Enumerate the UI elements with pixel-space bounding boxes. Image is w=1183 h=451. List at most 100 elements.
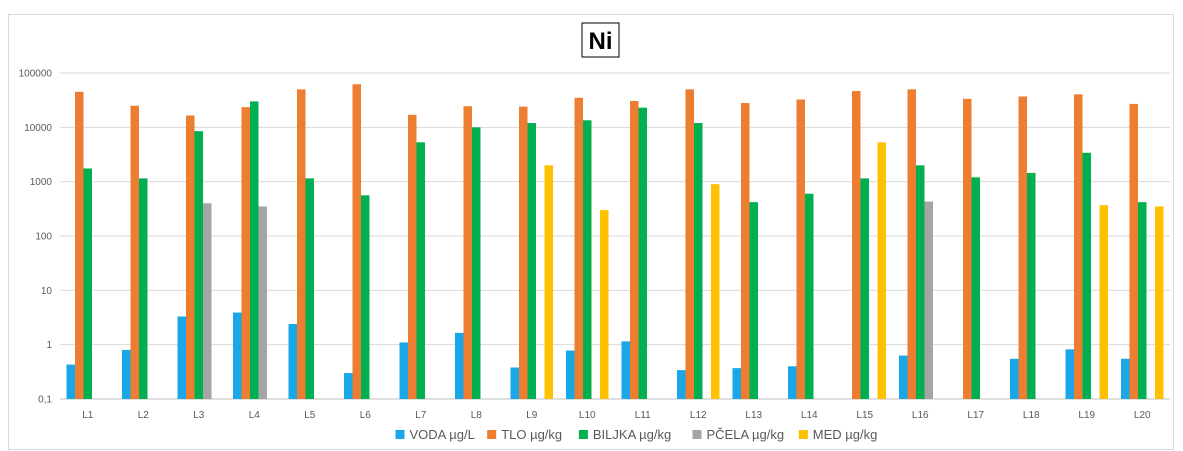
x-tick-label: L1 [82, 410, 94, 421]
bar-l13-2 [741, 103, 750, 399]
bar-l16-2 [907, 89, 916, 400]
x-tick-label: L15 [856, 410, 873, 421]
bar-l8-2 [463, 106, 472, 399]
bar-l16-3 [916, 165, 925, 399]
x-tick-label: L16 [912, 410, 929, 421]
bar-l5-1 [288, 324, 297, 399]
legend-label: BILJKA µg/kg [593, 427, 671, 442]
bar-l16-4 [924, 201, 933, 399]
bar-l12-5 [711, 184, 720, 399]
bar-l16-1 [899, 355, 908, 399]
bar-l12-3 [694, 123, 703, 399]
bar-l12-1 [677, 370, 686, 399]
grid-lines [60, 72, 1170, 400]
bar-l18-2 [1018, 96, 1027, 400]
bar-l5-2 [297, 89, 306, 400]
bar-l2-2 [130, 105, 139, 400]
bar-l3-1 [177, 316, 186, 399]
bar-l4-2 [241, 107, 250, 399]
bar-l20-1 [1121, 358, 1130, 399]
bar-l4-1 [233, 312, 242, 399]
x-axis-ticks: L1 L2 L3 L4 L5 L6 L7 L8 L9 L10 L11 L12 L13 L14 L15 L16 L… [82, 410, 1151, 421]
x-tick-label: L4 [249, 410, 261, 421]
y-tick-label: 100000 [19, 69, 53, 80]
bar-l10-5 [600, 210, 609, 399]
bar-l7-3 [416, 142, 425, 400]
bar-l19-1 [1065, 349, 1074, 399]
bar-l19-5 [1099, 205, 1108, 399]
legend-swatch [578, 430, 588, 439]
bar-l10-1 [566, 350, 575, 399]
x-tick-label: L14 [801, 410, 818, 421]
bar-l3-2 [186, 115, 195, 399]
bar-l14-3 [805, 193, 814, 399]
x-tick-label: L2 [138, 410, 150, 421]
bar-l15-5 [877, 142, 886, 400]
x-tick-label: L5 [304, 410, 316, 421]
bar-l3-4 [203, 203, 212, 399]
bar-l13-3 [749, 202, 758, 399]
bar-l14-2 [796, 99, 805, 400]
bar-l20-5 [1155, 206, 1164, 399]
bar-l8-1 [455, 332, 464, 399]
bar-l9-5 [544, 165, 553, 399]
bar-l10-2 [574, 97, 583, 399]
x-tick-label: L10 [579, 410, 596, 421]
bar-l3-3 [194, 131, 203, 399]
bar-l11-3 [638, 107, 647, 400]
bar-l2-3 [139, 178, 148, 399]
bar-l9-3 [527, 123, 536, 399]
bar-l20-2 [1129, 103, 1138, 399]
bar-l6-2 [352, 84, 361, 399]
bar-l7-1 [399, 342, 408, 399]
bar-l17-2 [963, 98, 972, 399]
bar-l4-3 [250, 101, 259, 400]
bar-l18-1 [1010, 358, 1019, 399]
x-tick-label: L17 [967, 410, 984, 421]
y-tick-label: 10000 [24, 123, 52, 134]
bar-l6-3 [361, 195, 370, 399]
legend-label: TLO µg/kg [501, 427, 562, 442]
bar-l7-2 [408, 114, 417, 399]
bar-l1-3 [83, 168, 92, 399]
x-tick-label: L11 [635, 410, 651, 421]
bar-l12-2 [685, 89, 694, 400]
y-tick-label: 1 [46, 340, 52, 351]
bar-l10-3 [583, 120, 592, 399]
bar-l11-1 [621, 341, 630, 399]
bar-l9-1 [510, 367, 519, 399]
bar-l17-3 [971, 177, 980, 399]
legend-swatch [692, 430, 702, 439]
x-tick-label: L19 [1078, 410, 1095, 421]
x-tick-label: L18 [1023, 410, 1040, 421]
bar-l19-3 [1082, 152, 1091, 399]
x-tick-label: L3 [193, 410, 205, 421]
x-tick-label: L20 [1134, 410, 1151, 421]
legend-label: PČELA µg/kg [707, 427, 785, 442]
legend-label: MED µg/kg [813, 427, 878, 442]
legend-label: VODA µg/L [410, 427, 475, 442]
x-tick-label: L13 [745, 410, 762, 421]
chart-title-group: Ni [581, 22, 620, 58]
bar-l2-1 [122, 349, 131, 399]
bar-l6-1 [344, 373, 353, 399]
y-axis-ticks: 0,1 1 10 100 1000 10000 100000 [19, 69, 53, 406]
legend-swatch [395, 430, 405, 439]
bars [66, 84, 1164, 400]
y-tick-label: 1000 [30, 177, 53, 188]
bar-l8-3 [472, 127, 481, 399]
bar-l11-2 [630, 101, 639, 399]
chart-title: Ni [589, 28, 613, 55]
bar-l15-3 [860, 178, 869, 399]
bar-l5-3 [305, 178, 314, 399]
bar-l1-1 [66, 364, 75, 399]
y-tick-label: 100 [35, 232, 52, 243]
legend-swatch [798, 430, 808, 439]
chart-title-box [581, 22, 620, 58]
bar-l4-4 [258, 206, 267, 399]
legend: VODA µg/L TLO µg/kg BILJKA µg/kg PČELA µg/k… [395, 427, 878, 442]
y-tick-label: 10 [41, 286, 53, 297]
bar-l15-2 [852, 91, 861, 399]
bar-l14-1 [788, 366, 797, 399]
bar-l1-2 [75, 91, 84, 400]
